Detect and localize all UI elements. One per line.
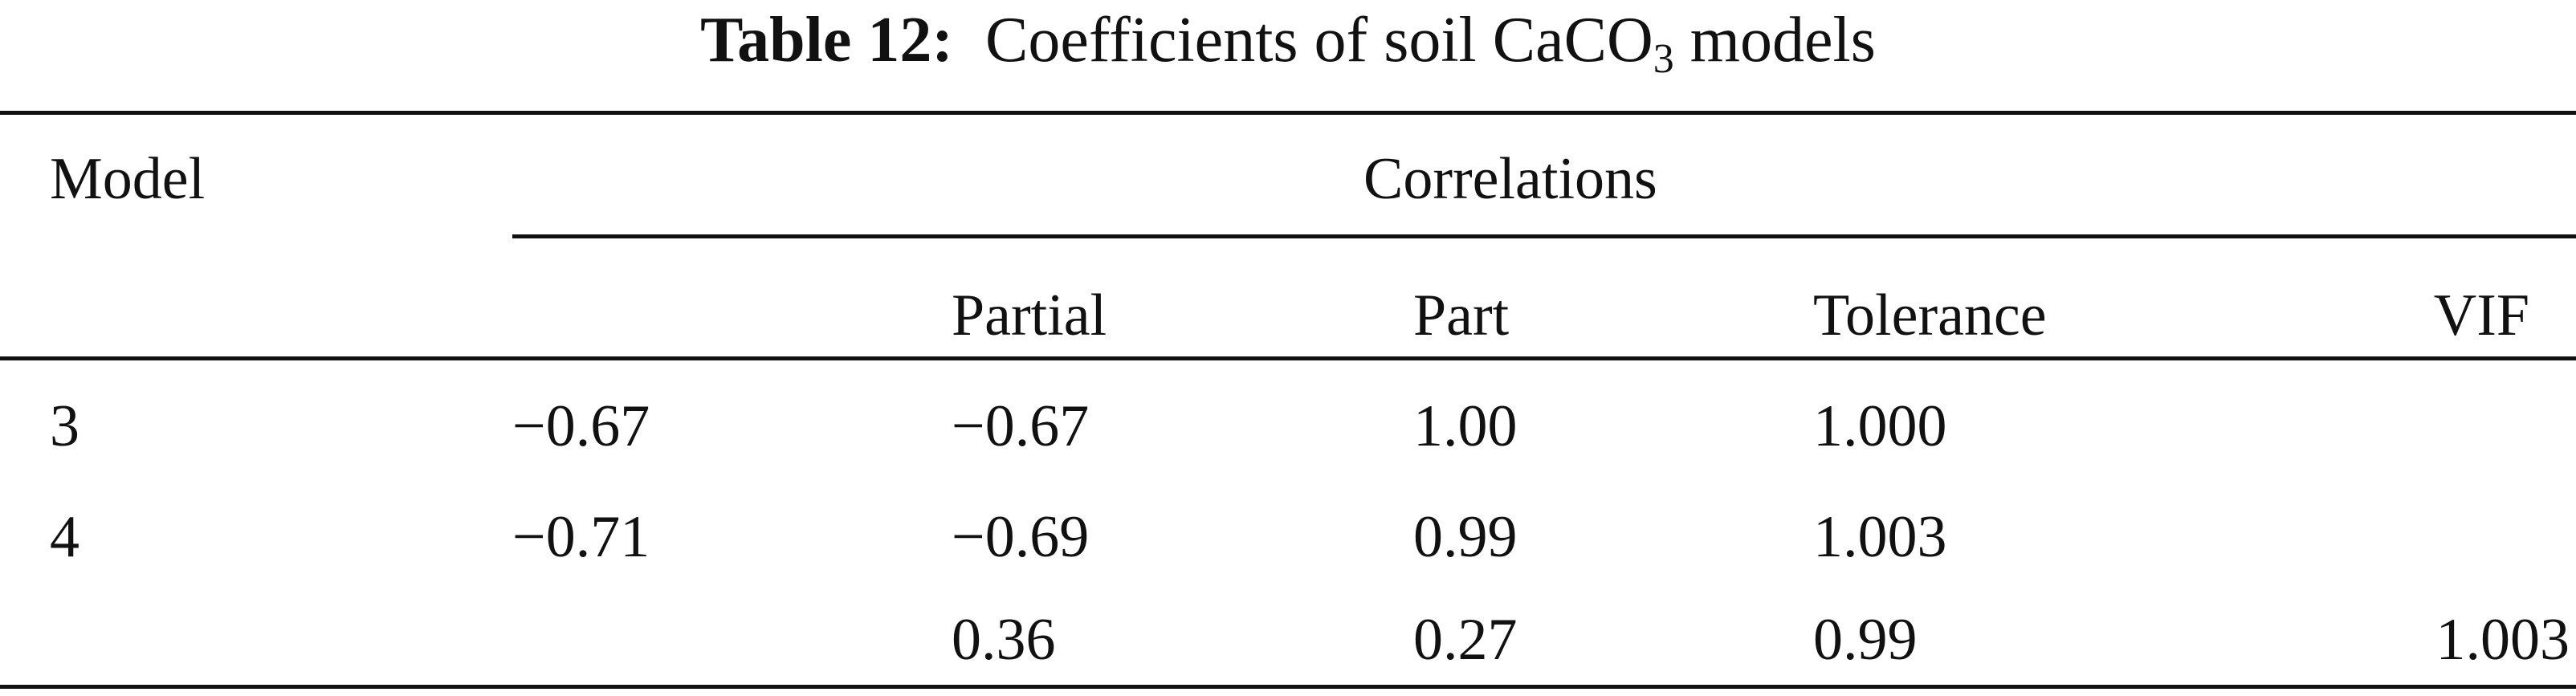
- row1-model: 3: [50, 393, 79, 459]
- correlations-rule: [512, 234, 2576, 238]
- row1-col1: −0.67: [512, 393, 650, 459]
- row3-vif: 1.003: [2435, 607, 2570, 673]
- header-part: Part: [1413, 283, 1510, 348]
- row1-tolerance: 1.000: [1813, 393, 1947, 459]
- row1-part: 1.00: [1413, 393, 1518, 459]
- table-label: Table 12:: [700, 5, 954, 75]
- table-title: Coefficients of soil CaCO3 models: [985, 5, 1876, 80]
- header-correlations: Correlations: [1363, 146, 1657, 212]
- row2-tolerance: 1.003: [1813, 504, 1947, 570]
- header-partial: Partial: [952, 283, 1107, 348]
- row3-tolerance: 0.99: [1813, 607, 1918, 673]
- row1-partial: −0.67: [952, 393, 1090, 459]
- row3-part: 0.27: [1413, 607, 1518, 673]
- top-rule: [0, 111, 2576, 115]
- table-caption: Table 12: Coefficients of soil CaCO3 mod…: [0, 0, 2576, 80]
- header-vif: VIF: [2433, 283, 2529, 348]
- row2-model: 4: [50, 504, 79, 570]
- row2-partial: −0.69: [952, 504, 1090, 570]
- title-text: Coefficients of soil CaCO: [985, 5, 1653, 75]
- header-model: Model: [50, 146, 206, 212]
- row2-part: 0.99: [1413, 504, 1518, 570]
- header-tolerance: Tolerance: [1813, 283, 2047, 348]
- bottom-rule: [0, 685, 2576, 689]
- title-text-end: models: [1673, 5, 1876, 75]
- header-rule: [0, 356, 2576, 360]
- row2-col1: −0.71: [512, 504, 650, 570]
- row3-partial: 0.36: [952, 607, 1056, 673]
- title-subscript: 3: [1653, 36, 1674, 82]
